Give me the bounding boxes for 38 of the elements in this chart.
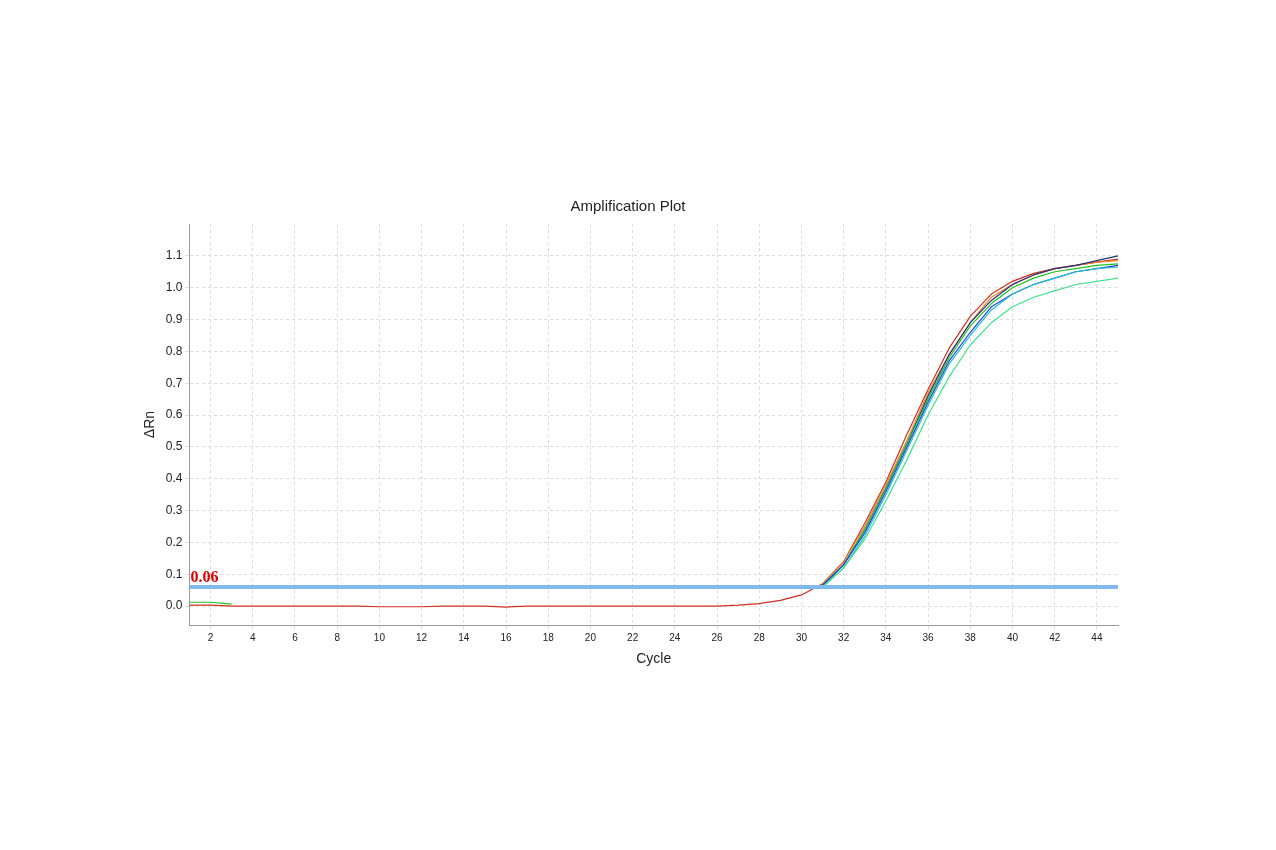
x-tick-label: 22 (627, 631, 639, 643)
x-tick-label: 6 (292, 631, 299, 643)
x-tick-label: 18 (542, 631, 555, 643)
x-tick-label: 30 (795, 631, 808, 643)
y-tick-label: 0.7 (165, 375, 183, 390)
y-tick-label: 0.6 (165, 407, 183, 422)
y-tick-label: 1.1 (165, 248, 183, 263)
x-tick-label: 38 (964, 631, 977, 643)
x-tick-label: 40 (1006, 631, 1019, 643)
y-tick-label: 0.2 (165, 534, 183, 549)
x-tick-label: 16 (500, 631, 513, 643)
x-tick-label: 26 (711, 631, 724, 643)
x-tick-label: 12 (416, 631, 428, 643)
y-tick-label: 0.9 (165, 311, 183, 326)
y-axis-title: ΔRn (141, 410, 158, 439)
x-axis-title: Cycle (636, 650, 672, 667)
x-tick-label: 2 (207, 631, 214, 643)
y-tick-label: 1.0 (165, 280, 183, 294)
y-tick-label: 0.4 (165, 471, 183, 486)
chart-title: Amplification Plot (570, 197, 687, 215)
x-tick-label: 24 (669, 631, 681, 643)
x-tick-label: 34 (880, 631, 892, 643)
y-tick-label: 0.3 (165, 502, 183, 517)
y-tick-label: 0.8 (165, 343, 183, 358)
x-tick-label: 4 (250, 631, 257, 643)
x-tick-label: 36 (922, 631, 935, 643)
y-tick-label: 0.1 (165, 566, 183, 581)
x-tick-label: 14 (458, 631, 470, 643)
x-tick-label: 20 (584, 631, 597, 643)
ref-line-label: 0.06 (190, 568, 219, 586)
x-tick-label: 10 (373, 631, 386, 643)
x-tick-label: 28 (753, 631, 766, 643)
x-tick-label: 8 (334, 631, 341, 643)
x-tick-label: 42 (1049, 631, 1061, 643)
y-tick-label: 0.5 (165, 439, 183, 454)
x-tick-label: 44 (1091, 631, 1103, 643)
x-tick-label: 32 (838, 631, 850, 643)
y-tick-label: 0.0 (165, 598, 183, 613)
